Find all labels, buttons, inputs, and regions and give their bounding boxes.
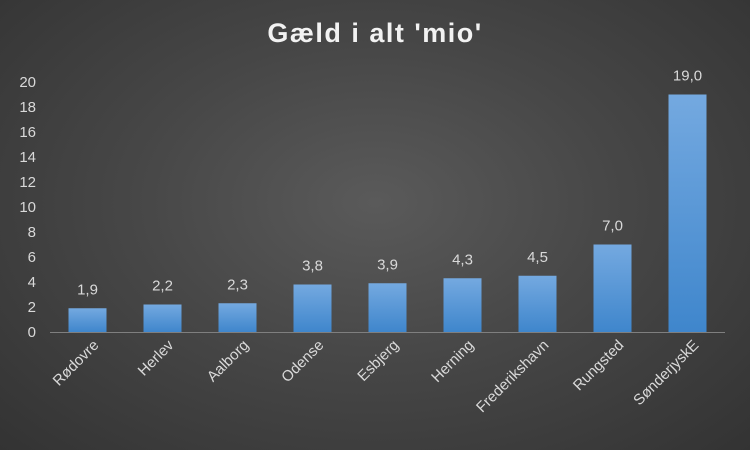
data-label: 1,9 [77,281,98,298]
x-category-label: Frederikshavn [473,337,552,416]
y-tick-label: 0 [28,324,36,341]
y-tick-label: 2 [28,299,36,316]
x-category-label: Herlev [135,336,178,379]
bar [668,94,707,332]
y-tick-label: 12 [19,174,36,191]
bar [518,275,557,332]
y-tick-label: 4 [28,274,36,291]
y-tick-label: 10 [19,199,36,216]
bar [443,278,482,332]
y-tick-label: 18 [19,99,36,116]
x-category-label: Aalborg [204,337,253,386]
x-category-label: Esbjerg [354,337,402,385]
y-tick-label: 20 [19,74,36,91]
x-category-label: Herning [428,337,477,386]
bar [143,304,182,332]
y-tick-label: 8 [28,224,36,241]
y-tick-label: 14 [19,149,36,166]
x-category-label: SønderjyskE [630,337,702,409]
data-label: 2,2 [152,278,173,295]
x-category-label: Rødovre [50,337,103,390]
chart-title: Gæld i alt 'mio' [267,18,483,48]
y-tick-label: 16 [19,124,36,141]
x-category-label: Odense [278,337,327,386]
data-label: 4,3 [452,251,473,268]
bar [218,303,257,332]
y-tick-label: 6 [28,249,36,266]
x-category-label: Rungsted [570,337,627,394]
data-label: 4,5 [527,249,548,266]
data-label: 7,0 [602,218,623,235]
bar [593,244,632,332]
bar [368,283,407,332]
data-label: 19,0 [673,68,702,85]
bar [293,284,332,332]
data-label: 2,3 [227,276,248,293]
data-label: 3,9 [377,256,398,273]
data-label: 3,8 [302,258,323,275]
bar [68,308,107,332]
